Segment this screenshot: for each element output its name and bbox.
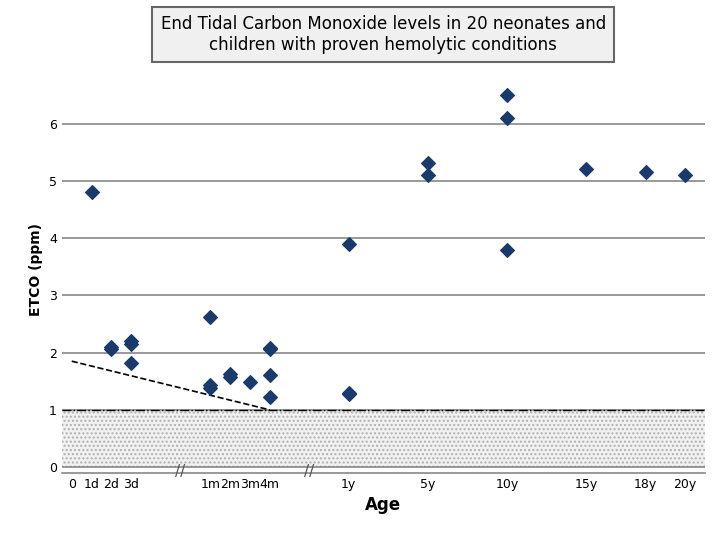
Point [106, 342, 117, 351]
Point [422, 171, 433, 179]
Point [501, 113, 513, 122]
Point [204, 381, 216, 389]
Point [422, 158, 433, 167]
Text: //: // [176, 464, 186, 479]
Point [264, 345, 275, 353]
Point [640, 168, 652, 177]
Point [204, 384, 216, 393]
Point [224, 373, 235, 382]
Y-axis label: ETCO (ppm): ETCO (ppm) [30, 223, 43, 316]
Point [680, 171, 691, 179]
Point [501, 91, 513, 99]
Point [343, 240, 354, 248]
Point [264, 371, 275, 380]
Point [264, 393, 275, 402]
Point [501, 245, 513, 254]
Point [125, 340, 137, 348]
Point [343, 390, 354, 399]
Point [125, 337, 137, 346]
Point [264, 343, 275, 352]
Point [125, 359, 137, 367]
Point [224, 370, 235, 379]
Point [106, 345, 117, 353]
Title: End Tidal Carbon Monoxide levels in 20 neonates and
children with proven hemolyt: End Tidal Carbon Monoxide levels in 20 n… [161, 15, 606, 54]
Text: //: // [304, 464, 315, 479]
Point [244, 378, 256, 387]
Bar [62, 410, 705, 467]
Point [580, 165, 592, 174]
Point [204, 313, 216, 321]
X-axis label: Age: Age [365, 496, 402, 514]
Point [343, 388, 354, 397]
Point [86, 188, 97, 197]
